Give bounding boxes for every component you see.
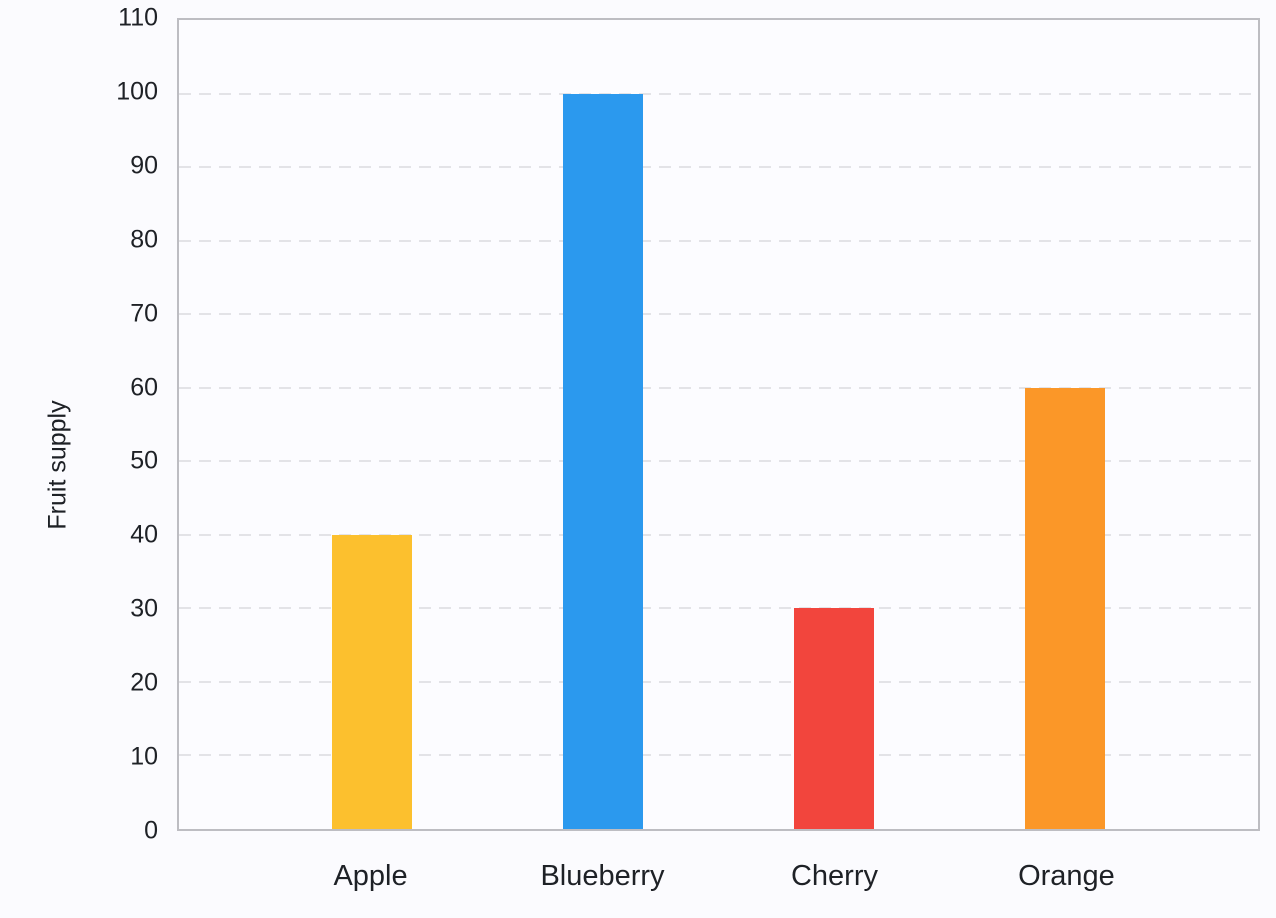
x-axis: Apple Blueberry Cherry Orange <box>177 852 1260 898</box>
y-tick-label: 30 <box>130 594 158 623</box>
y-axis: 0 10 20 30 40 50 60 70 80 90 100 110 <box>0 4 158 845</box>
gridline <box>179 754 1258 757</box>
gridline <box>179 680 1258 683</box>
bar-apple <box>331 534 412 829</box>
bar-blueberry <box>562 93 643 829</box>
gridline <box>179 166 1258 169</box>
y-tick-label: 90 <box>130 151 158 180</box>
y-tick-label: 60 <box>130 373 158 402</box>
gridline <box>179 460 1258 463</box>
y-tick-label: 20 <box>130 668 158 697</box>
x-tick-label-orange: Orange <box>1018 860 1115 892</box>
x-tick-label-apple: Apple <box>333 860 408 892</box>
y-tick-label: 40 <box>130 520 158 549</box>
bar-cherry <box>794 608 875 829</box>
gridline <box>179 533 1258 536</box>
y-tick-label: 0 <box>144 816 158 845</box>
gridline <box>179 313 1258 316</box>
gridline <box>179 92 1258 95</box>
y-tick-label: 80 <box>130 225 158 254</box>
y-tick-label: 110 <box>118 3 158 32</box>
gridline <box>179 239 1258 242</box>
bar-orange <box>1025 387 1106 829</box>
plot-area <box>177 18 1260 831</box>
gridline <box>179 386 1258 389</box>
y-tick-label: 70 <box>130 299 158 328</box>
y-tick-label: 50 <box>130 446 158 475</box>
x-tick-label-cherry: Cherry <box>790 860 878 892</box>
y-tick-label: 100 <box>116 77 158 106</box>
y-tick-label: 10 <box>130 742 158 771</box>
x-tick-label-blueberry: Blueberry <box>540 860 665 892</box>
gridline <box>179 607 1258 610</box>
